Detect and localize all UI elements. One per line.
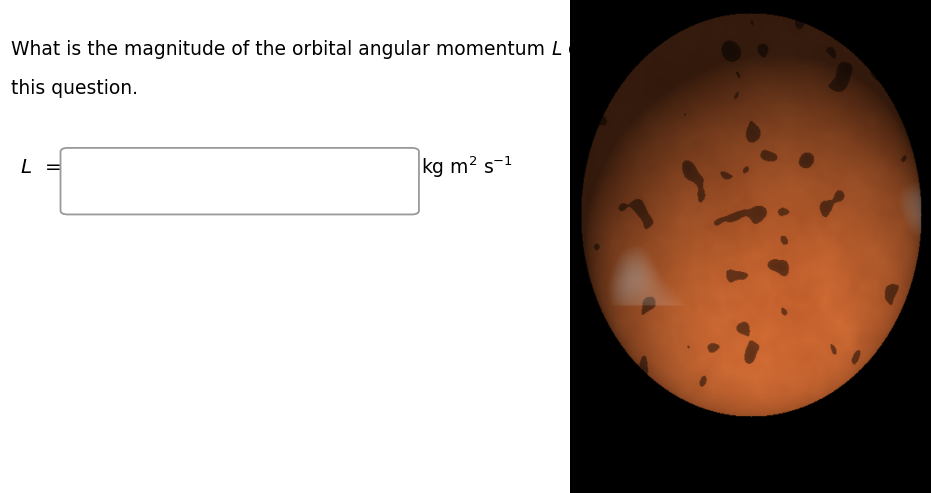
Bar <box>570 0 931 493</box>
Text: $L$  =: $L$ = <box>20 158 61 177</box>
Text: What is the magnitude of the orbital angular momentum: What is the magnitude of the orbital ang… <box>11 40 551 60</box>
Text: of Mars about the Sun? Use data from the: of Mars about the Sun? Use data from the <box>561 40 931 60</box>
FancyBboxPatch shape <box>61 148 419 214</box>
Text: this question.: this question. <box>11 79 138 98</box>
Text: L: L <box>551 40 561 60</box>
Text: kg m$^2$ s$^{-1}$: kg m$^2$ s$^{-1}$ <box>421 155 513 180</box>
